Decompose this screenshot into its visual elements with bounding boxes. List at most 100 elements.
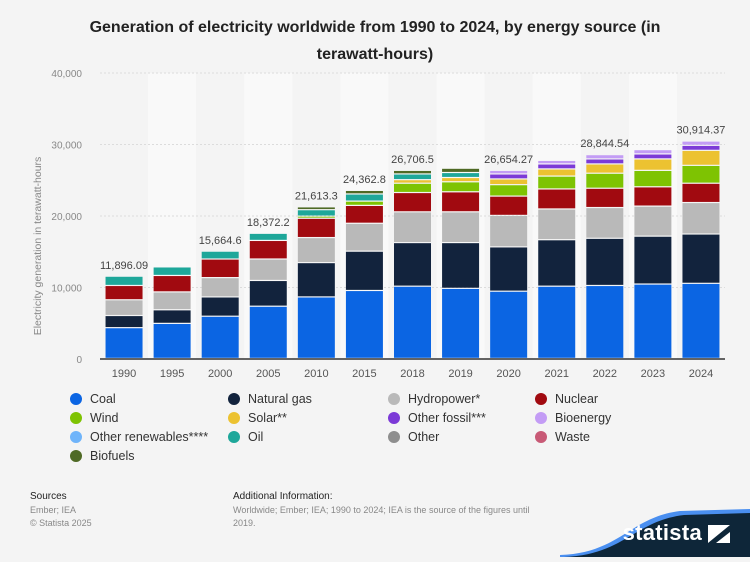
bar-stack-1995[interactable] xyxy=(153,267,191,358)
bar-segment-hydropower[interactable] xyxy=(249,259,287,280)
bar-segment-nuclear[interactable] xyxy=(249,241,287,259)
bar-segment-nuclear[interactable] xyxy=(105,286,143,300)
bar-segment-natural-gas[interactable] xyxy=(153,310,191,323)
bar-segment-oil[interactable] xyxy=(297,210,335,216)
bar-segment-coal[interactable] xyxy=(153,323,191,358)
bar-segment-oil[interactable] xyxy=(105,276,143,285)
bar-stack-2005[interactable] xyxy=(249,233,287,358)
bar-segment-bioenergy[interactable] xyxy=(490,170,528,174)
bar-segment-hydropower[interactable] xyxy=(490,216,528,247)
bar-segment-coal[interactable] xyxy=(297,297,335,358)
bar-segment-nuclear[interactable] xyxy=(201,259,239,278)
bar-stack-2015[interactable] xyxy=(345,190,383,358)
bar-segment-other-fossil[interactable] xyxy=(682,145,720,150)
bar-segment-natural-gas[interactable] xyxy=(297,263,335,297)
bar-segment-other-fossil[interactable] xyxy=(586,159,624,164)
bar-segment-solar[interactable] xyxy=(586,164,624,173)
bar-stack-2020[interactable] xyxy=(490,170,528,358)
bar-segment-natural-gas[interactable] xyxy=(634,236,672,284)
bar-segment-wind[interactable] xyxy=(297,216,335,218)
bar-segment-oil[interactable] xyxy=(249,233,287,240)
bar-segment-nuclear[interactable] xyxy=(394,193,431,212)
bar-segment-solar[interactable] xyxy=(634,159,672,170)
bar-segment-solar[interactable] xyxy=(442,178,480,182)
bar-segment-wind[interactable] xyxy=(442,182,480,192)
bar-segment-hydropower[interactable] xyxy=(682,203,720,234)
bar-segment-nuclear[interactable] xyxy=(682,183,720,202)
bar-segment-biofuels[interactable] xyxy=(394,170,431,174)
bar-segment-hydropower[interactable] xyxy=(345,223,383,251)
bar-segment-nuclear[interactable] xyxy=(345,205,383,223)
bar-segment-natural-gas[interactable] xyxy=(538,240,576,286)
bar-segment-hydropower[interactable] xyxy=(586,208,624,238)
bar-stack-2019[interactable] xyxy=(442,168,480,358)
bar-segment-hydropower[interactable] xyxy=(538,209,576,240)
bar-segment-bioenergy[interactable] xyxy=(634,150,672,154)
bar-segment-wind[interactable] xyxy=(490,185,528,196)
bar-segment-coal[interactable] xyxy=(586,286,624,358)
bar-segment-biofuels[interactable] xyxy=(345,190,383,194)
bar-segment-nuclear[interactable] xyxy=(490,196,528,215)
bar-segment-hydropower[interactable] xyxy=(153,292,191,310)
bar-segment-natural-gas[interactable] xyxy=(682,234,720,283)
bar-segment-coal[interactable] xyxy=(490,291,528,358)
bar-segment-natural-gas[interactable] xyxy=(105,316,143,328)
bar-segment-coal[interactable] xyxy=(394,286,431,358)
bar-segment-wind[interactable] xyxy=(538,176,576,189)
bar-segment-wind[interactable] xyxy=(586,173,624,188)
bar-segment-hydropower[interactable] xyxy=(634,206,672,236)
bar-segment-nuclear[interactable] xyxy=(634,187,672,206)
bar-segment-oil[interactable] xyxy=(345,194,383,201)
bar-segment-oil[interactable] xyxy=(201,251,239,259)
bar-segment-hydropower[interactable] xyxy=(105,300,143,315)
bar-segment-oil[interactable] xyxy=(153,267,191,275)
bar-segment-natural-gas[interactable] xyxy=(394,243,431,286)
bar-segment-nuclear[interactable] xyxy=(538,189,576,209)
bar-segment-natural-gas[interactable] xyxy=(442,243,480,288)
bar-segment-coal[interactable] xyxy=(105,328,143,358)
bar-segment-bioenergy[interactable] xyxy=(538,160,576,164)
bar-segment-solar[interactable] xyxy=(538,169,576,176)
bar-segment-coal[interactable] xyxy=(682,283,720,358)
bar-segment-nuclear[interactable] xyxy=(442,192,480,212)
bar-stack-1990[interactable] xyxy=(105,276,143,358)
bar-segment-nuclear[interactable] xyxy=(586,188,624,207)
bar-segment-hydropower[interactable] xyxy=(201,278,239,297)
bar-segment-wind[interactable] xyxy=(634,170,672,187)
bar-segment-biofuels[interactable] xyxy=(297,207,335,210)
bar-segment-natural-gas[interactable] xyxy=(490,247,528,291)
bar-segment-wind[interactable] xyxy=(345,201,383,205)
bar-segment-coal[interactable] xyxy=(634,284,672,358)
bar-segment-nuclear[interactable] xyxy=(297,218,335,237)
bar-segment-natural-gas[interactable] xyxy=(201,297,239,316)
bar-segment-oil[interactable] xyxy=(394,174,431,180)
bar-stack-2018[interactable] xyxy=(394,170,431,358)
bar-segment-hydropower[interactable] xyxy=(442,212,480,242)
bar-segment-hydropower[interactable] xyxy=(297,238,335,262)
bar-stack-2021[interactable] xyxy=(538,160,576,358)
bar-segment-nuclear[interactable] xyxy=(153,276,191,292)
bar-segment-biofuels[interactable] xyxy=(442,168,480,172)
bar-segment-other-fossil[interactable] xyxy=(538,164,576,169)
bar-stack-2023[interactable] xyxy=(634,150,672,358)
bar-segment-natural-gas[interactable] xyxy=(345,251,383,290)
bar-segment-hydropower[interactable] xyxy=(394,212,431,242)
bar-stack-2024[interactable] xyxy=(682,141,720,358)
bar-segment-wind[interactable] xyxy=(394,183,431,192)
bar-segment-other-fossil[interactable] xyxy=(490,174,528,179)
bar-segment-coal[interactable] xyxy=(345,291,383,358)
bar-segment-solar[interactable] xyxy=(490,179,528,185)
bar-segment-coal[interactable] xyxy=(538,286,576,358)
bar-segment-other-fossil[interactable] xyxy=(634,154,672,159)
bar-segment-coal[interactable] xyxy=(201,316,239,358)
bar-segment-solar[interactable] xyxy=(682,150,720,165)
bar-stack-2022[interactable] xyxy=(586,155,624,358)
bar-segment-wind[interactable] xyxy=(682,165,720,183)
bar-stack-2010[interactable] xyxy=(297,207,335,358)
bar-segment-coal[interactable] xyxy=(249,306,287,358)
bar-segment-solar[interactable] xyxy=(394,180,431,183)
bar-segment-oil[interactable] xyxy=(442,173,480,177)
bar-segment-natural-gas[interactable] xyxy=(249,281,287,306)
bar-segment-coal[interactable] xyxy=(442,288,480,358)
bar-segment-bioenergy[interactable] xyxy=(586,155,624,159)
